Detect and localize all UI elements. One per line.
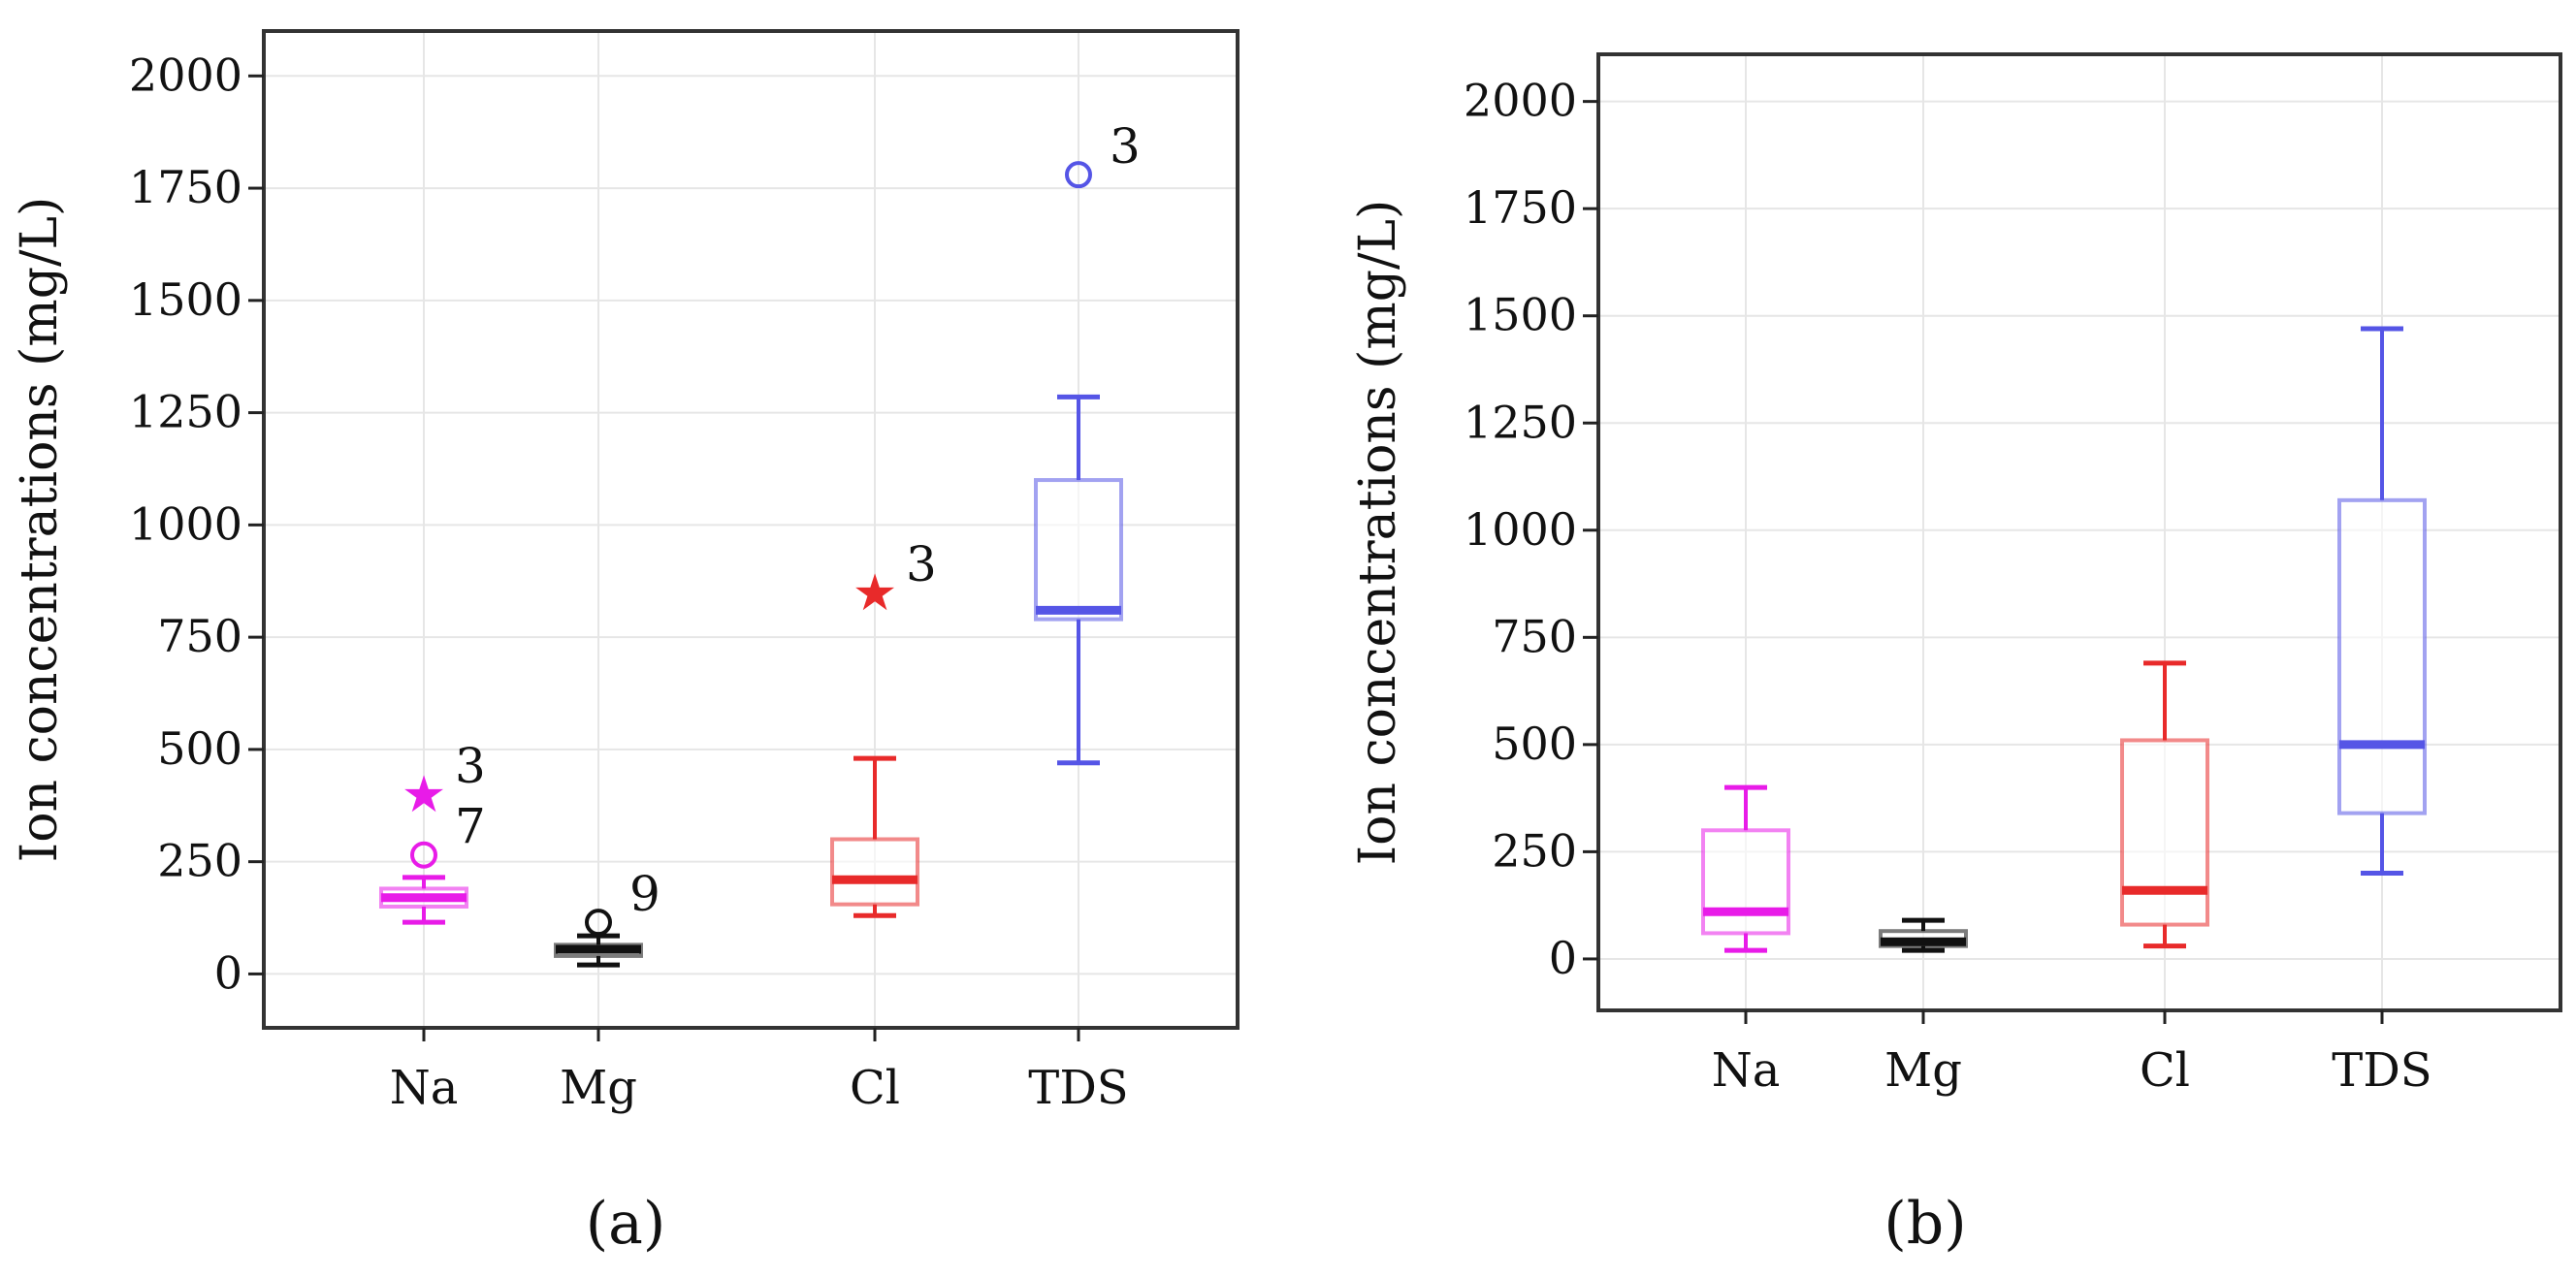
y-tick-label: 0 <box>1549 932 1577 984</box>
y-tick-label: 1250 <box>129 386 242 438</box>
y-tick-label: 1750 <box>1464 181 1577 234</box>
box-tds <box>2337 326 2427 877</box>
y-tick-label: 750 <box>1492 610 1577 662</box>
y-tick-label: 500 <box>157 722 242 775</box>
y-tick-label: 1000 <box>1464 503 1577 556</box>
x-category-label: Na <box>1712 1043 1781 1098</box>
box-iqr <box>1701 828 1790 936</box>
y-tick-label: 250 <box>157 835 242 887</box>
outlier-label: 9 <box>629 866 660 922</box>
y-axis-label: Ion concentrations (mg/L) <box>1349 200 1407 866</box>
x-category-label: Mg <box>1884 1043 1962 1098</box>
y-tick-label: 1250 <box>1464 396 1577 448</box>
box-na: ★ 37 <box>379 738 486 925</box>
outlier-label: 3 <box>455 738 486 794</box>
x-category-label: Na <box>390 1061 459 1115</box>
outlier-star: ★ <box>402 766 447 824</box>
y-tick-label: 500 <box>1492 718 1577 770</box>
x-category-label: Cl <box>850 1061 900 1115</box>
y-axis-label: Ion concentrations (mg/L) <box>11 197 69 863</box>
outlier-label: 3 <box>1110 118 1141 175</box>
x-category-label: TDS <box>1028 1061 1128 1115</box>
y-tick-label: 2000 <box>129 48 242 101</box>
box-mg: 9 <box>554 866 660 968</box>
panel-label: (a) <box>586 1190 666 1258</box>
box-cl: ★ 3 <box>830 536 937 918</box>
box-iqr <box>2120 738 2209 927</box>
x-category-label: Mg <box>560 1061 637 1115</box>
outlier-label: 7 <box>455 799 486 855</box>
y-tick-label: 0 <box>214 946 242 999</box>
outlier-star: ★ <box>853 564 898 623</box>
y-tick-label: 750 <box>157 610 242 662</box>
chart-panel-b: 0 250 500 750 1000 1250 1500 1750 2000 Ion concen… <box>1349 52 2562 1258</box>
box-tds: 3 <box>1034 118 1141 766</box>
box-iqr <box>2337 497 2427 815</box>
outlier-label: 3 <box>906 536 937 592</box>
x-category-label: TDS <box>2332 1043 2431 1098</box>
box-iqr <box>830 837 919 907</box>
plot-frame <box>1596 52 2562 1012</box>
box-na <box>1701 784 1790 953</box>
box-mg <box>1879 917 1968 953</box>
y-tick-label: 250 <box>1492 824 1577 877</box>
box-cl <box>2120 660 2209 949</box>
y-tick-label: 1750 <box>129 161 242 213</box>
x-category-label: Cl <box>2140 1043 2190 1098</box>
plot-frame <box>262 29 1240 1030</box>
y-tick-label: 1000 <box>129 497 242 550</box>
chart-panel-a: 0 250 500 750 1000 1250 1500 1750 2000 Ion concen… <box>11 29 1240 1258</box>
y-tick-label: 2000 <box>1464 75 1577 127</box>
outlier-circle <box>585 909 612 937</box>
panel-label: (b) <box>1884 1190 1966 1258</box>
outlier-circle <box>410 841 437 869</box>
y-tick-label: 1500 <box>1464 289 1577 341</box>
y-tick-label: 1500 <box>129 273 242 326</box>
box-iqr <box>1034 478 1123 622</box>
outlier-circle <box>1065 161 1092 189</box>
